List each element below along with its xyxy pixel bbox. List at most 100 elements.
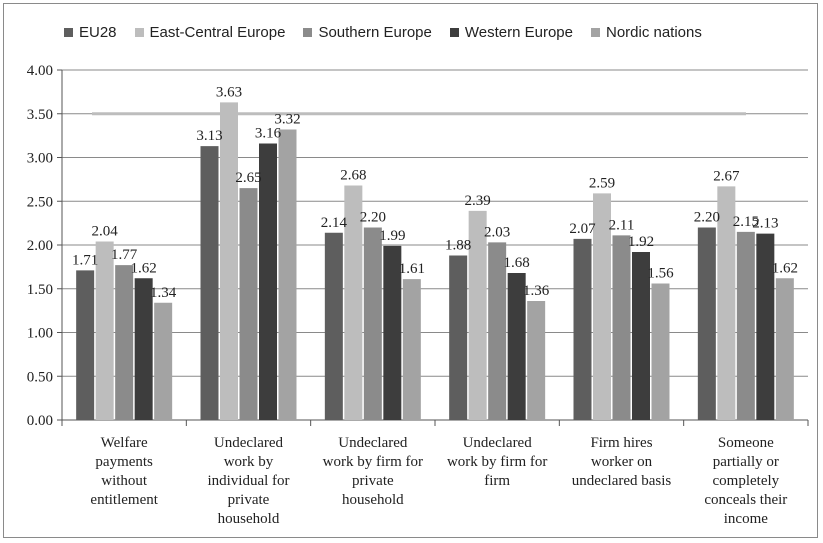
x-category-label: partially or: [713, 454, 779, 470]
data-label: 3.32: [274, 112, 300, 128]
bar: [115, 265, 134, 420]
legend-item: EU28: [64, 24, 117, 41]
x-category-label: individual for: [207, 473, 289, 489]
data-label: 1.77: [111, 247, 138, 263]
bar: [449, 255, 468, 420]
legend-label: East-Central Europe: [149, 23, 286, 41]
y-tick-label: 2.00: [27, 238, 53, 254]
data-label: 2.20: [694, 210, 720, 226]
bar: [775, 278, 794, 420]
y-tick-label: 0.00: [27, 413, 53, 429]
bar: [76, 270, 95, 420]
x-category-label: income: [724, 511, 768, 527]
x-category-label: private: [352, 473, 394, 489]
data-label: 1.88: [445, 238, 471, 254]
data-label: 2.68: [340, 168, 366, 184]
bar: [134, 278, 153, 420]
bar: [632, 252, 650, 420]
legend-item: Southern Europe: [303, 23, 432, 41]
legend-swatch: [590, 27, 600, 37]
y-tick-label: 1.50: [27, 282, 53, 298]
x-category-label: Welfare: [101, 435, 148, 451]
data-label: 2.14: [321, 215, 348, 231]
y-tick-label: 3.50: [27, 107, 53, 123]
legend-item: Nordic nations: [590, 23, 702, 41]
bar: [220, 102, 238, 420]
bar: [527, 301, 546, 420]
data-label: 1.99: [379, 228, 405, 244]
legend-label: EU28: [79, 23, 117, 41]
bar: [344, 185, 363, 420]
bar: [239, 188, 258, 420]
data-label: 2.67: [713, 168, 740, 184]
data-label: 2.07: [569, 221, 596, 237]
bar: [756, 233, 775, 420]
legend-swatch: [449, 27, 459, 37]
legend-label: Nordic nations: [605, 23, 702, 41]
data-label: 2.39: [465, 193, 491, 209]
bar: [612, 235, 631, 420]
bar: [651, 283, 670, 420]
y-tick-label: 1.00: [27, 326, 53, 342]
chart-legend: EU28 East-Central Europe Southern Europe We…: [64, 20, 702, 44]
data-label: 1.92: [628, 234, 654, 250]
data-label: 1.62: [772, 260, 798, 276]
data-label: 2.65: [235, 170, 261, 186]
bar: [573, 238, 592, 420]
chart-frame: [3, 3, 818, 538]
data-label: 2.15: [733, 214, 759, 230]
x-category-label: Someone: [718, 435, 774, 451]
bar: [363, 227, 382, 420]
data-label: 1.68: [504, 255, 530, 271]
data-label: 2.11: [609, 217, 635, 233]
data-label: 1.71: [72, 252, 98, 268]
legend-label: Southern Europe: [318, 23, 432, 41]
x-category-label: completely: [713, 473, 780, 489]
x-category-label: entitlement: [90, 492, 158, 508]
x-category-label: Firm hires: [590, 435, 652, 451]
x-category-label: work by: [224, 454, 274, 470]
y-tick-label: 2.50: [27, 194, 53, 210]
legend-swatch: [303, 27, 313, 37]
data-label: 3.13: [196, 128, 222, 144]
data-label: 1.36: [523, 283, 550, 299]
legend-label: Western Europe: [464, 23, 573, 41]
data-label: 2.20: [360, 210, 386, 226]
bar: [593, 193, 611, 420]
data-label: 2.03: [484, 224, 510, 240]
bar: [717, 186, 736, 420]
x-category-label: private: [228, 492, 270, 508]
x-category-label: payments: [95, 454, 153, 470]
bar: [697, 227, 716, 420]
bar: [259, 143, 277, 420]
bar: [278, 129, 297, 420]
data-label: 2.13: [752, 216, 778, 232]
bar: [468, 210, 487, 420]
y-tick-label: 3.00: [27, 151, 53, 167]
bar: [154, 302, 173, 420]
legend-item: Western Europe: [449, 23, 573, 41]
y-tick-label: 4.00: [27, 63, 53, 79]
bar: [95, 241, 114, 420]
x-category-label: undeclared basis: [572, 473, 672, 489]
bar: [488, 242, 507, 420]
x-category-label: Undeclared: [214, 435, 284, 451]
x-category-label: Undeclared: [463, 435, 533, 451]
x-category-label: Undeclared: [338, 435, 408, 451]
data-label: 1.61: [399, 261, 425, 277]
data-label: 1.56: [647, 266, 674, 282]
x-category-label: household: [218, 511, 280, 527]
data-label: 1.62: [131, 260, 157, 276]
x-category-label: without: [101, 473, 148, 489]
x-category-label: worker on: [591, 454, 653, 470]
data-label: 3.63: [216, 84, 242, 100]
x-category-label: firm: [484, 473, 510, 489]
data-label: 1.34: [150, 285, 177, 301]
data-label: 3.16: [255, 126, 282, 142]
x-category-label: work by firm for: [447, 454, 547, 470]
data-label: 2.04: [92, 224, 119, 240]
bar: [507, 273, 526, 420]
y-tick-label: 0.50: [27, 369, 53, 385]
x-category-label: work by firm for: [323, 454, 423, 470]
